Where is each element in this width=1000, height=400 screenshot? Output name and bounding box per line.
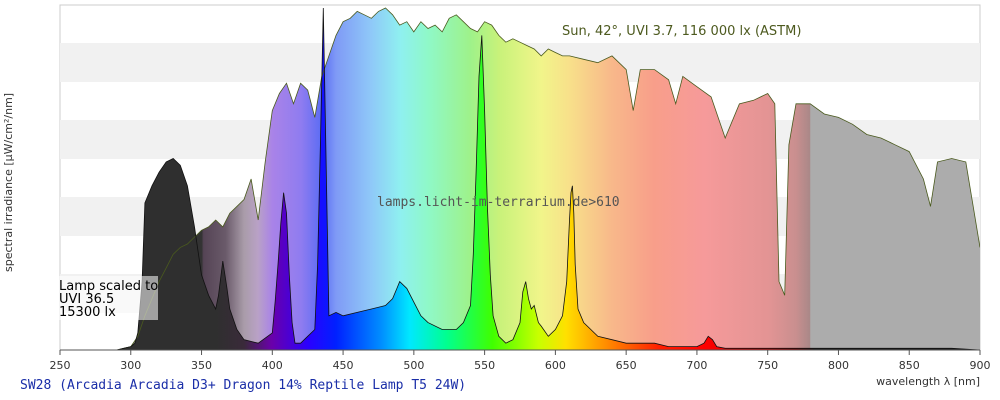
x-axis-ticks: 250 300 350 400 450 500 550 600 650 700 750 800 850 9…: [50, 350, 991, 372]
x-tick-label: 400: [262, 359, 283, 372]
sun-spectrum-line: [116, 7, 980, 350]
x-axis-label: wavelength λ [nm]: [876, 375, 980, 388]
x-tick-label: 250: [50, 359, 71, 372]
x-tick-label: 500: [403, 359, 424, 372]
x-tick-label: 750: [757, 359, 778, 372]
lamp-label-line-2: UVI 36.5: [59, 292, 114, 307]
x-tick-label: 350: [191, 359, 212, 372]
lamp-spectrum-line: [60, 7, 980, 350]
x-tick-label: 900: [970, 359, 991, 372]
x-tick-label: 300: [120, 359, 141, 372]
watermark: lamps.licht-im-terrarium.de>610: [377, 195, 620, 210]
x-tick-label: 450: [333, 359, 354, 372]
x-tick-label: 600: [545, 359, 566, 372]
x-tick-label: 800: [828, 359, 849, 372]
footer-title: SW28 (Arcadia Arcadia D3+ Dragon 14% Rep…: [20, 378, 466, 393]
y-axis-label: spectral irradiance [µW/cm²/nm]: [2, 93, 15, 272]
sun-spectrum-area: [116, 8, 980, 350]
lamp-label: Lamp scaled to UVI 36.5 15300 lx: [58, 276, 158, 320]
lamp-label-line-1: Lamp scaled to: [59, 279, 158, 294]
x-tick-label: 550: [474, 359, 495, 372]
lamp-label-line-3: 15300 lx: [59, 305, 116, 320]
x-tick-label: 700: [686, 359, 707, 372]
sun-annotation: Sun, 42°, UVI 3.7, 116 000 lx (ASTM): [562, 24, 801, 39]
x-tick-label: 850: [899, 359, 920, 372]
x-tick-label: 650: [616, 359, 637, 372]
